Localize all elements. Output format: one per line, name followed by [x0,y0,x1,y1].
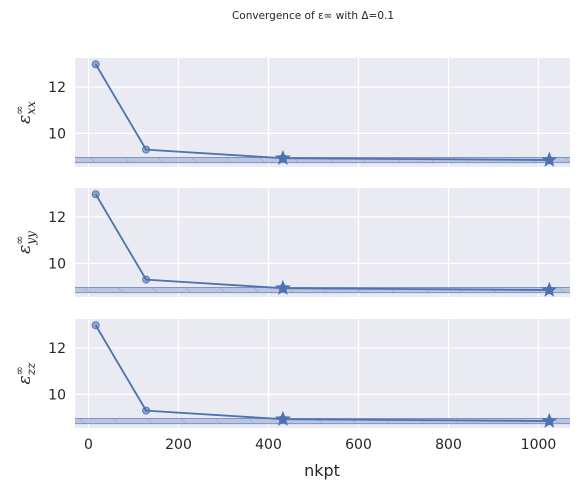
x-tick-label: 0 [84,437,93,453]
plot-area [75,319,570,428]
y-axis-label-sup: ∞ [13,106,26,115]
y-axis-label-sup: ∞ [13,236,26,245]
x-tick-label: 400 [255,437,282,453]
x-tick-label: 600 [345,437,372,453]
y-axis-label-sub: yy [24,231,38,246]
chart-title: Convergence of ε∞ with Δ=0.1 [232,10,394,22]
converged-star [541,281,558,297]
y-axis-label-main: ε [15,375,35,384]
converged-star [541,151,558,167]
data-point [91,321,100,330]
data-point [91,190,100,199]
series-line [94,324,550,422]
x-tick-label: 1000 [521,437,557,453]
y-tick-label: 12 [48,341,66,357]
data-point [91,60,100,69]
y-axis-label: ε∞xx [13,101,38,124]
converged-star [274,410,291,426]
x-axis-label: nkpt [304,461,340,480]
x-tick-label: 200 [165,437,192,453]
tolerance-band-hatch [75,418,570,424]
y-tick-label: 12 [48,80,66,96]
y-tick-label: 10 [48,126,66,142]
y-tick-label: 10 [48,387,66,403]
data-point [142,145,151,154]
y-axis-label-main: ε [15,115,35,124]
plot-area [75,58,570,167]
y-axis-label: ε∞zz [13,362,38,385]
converged-star [541,412,558,428]
series-line [94,193,550,291]
y-axis-label-main: ε [15,245,35,254]
tolerance-band-hatch [75,287,570,293]
panel-yy: 10 12 ε∞yy [13,188,570,297]
converged-star [274,149,291,165]
x-tick-label: 800 [435,437,462,453]
y-tick-label: 10 [48,256,66,272]
panel-zz: 10 12 ε∞zz [13,319,570,428]
y-axis-label: ε∞yy [13,231,38,254]
tolerance-band-hatch [75,157,570,163]
series-line [94,63,550,161]
y-tick-label: 12 [48,210,66,226]
y-axis-label-sup: ∞ [13,366,26,375]
converged-star [274,279,291,295]
panel-xx: 10 12 ε∞xx [13,58,570,167]
plot-area [75,188,570,297]
y-axis-label-sub: xx [24,101,38,115]
data-point [142,406,151,415]
data-point [142,275,151,284]
y-axis-label-sub: zz [24,362,38,376]
